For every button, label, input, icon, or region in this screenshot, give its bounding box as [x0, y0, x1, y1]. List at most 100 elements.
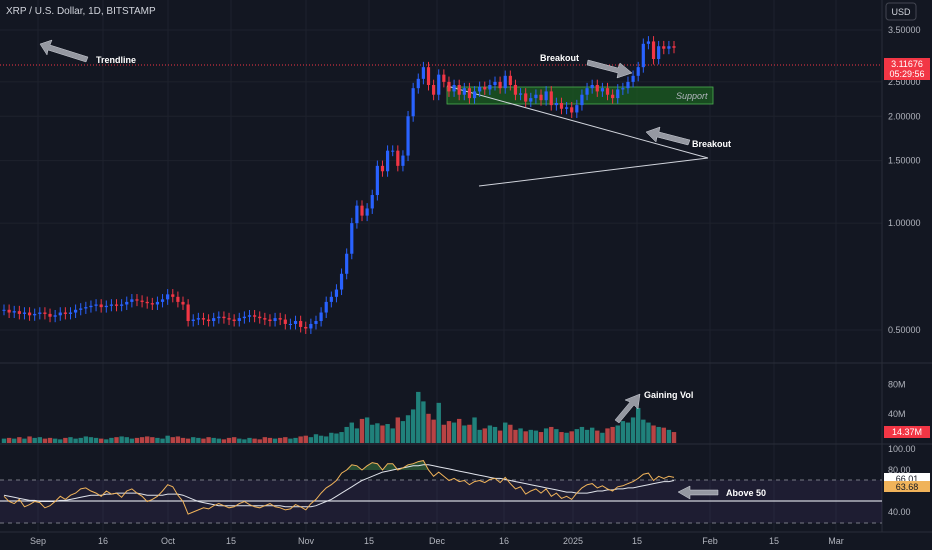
volume-bar: [88, 437, 94, 443]
volume-bar: [344, 426, 349, 443]
candle-body: [529, 98, 533, 102]
volume-bar: [257, 439, 262, 443]
candle-body: [662, 46, 666, 49]
volume-bar: [518, 428, 523, 443]
above-50-label: Above 50: [726, 488, 766, 498]
volume-bar: [109, 437, 114, 443]
candle-body: [22, 312, 27, 314]
time-tick-label: Oct: [161, 536, 176, 546]
candle-body: [621, 88, 625, 90]
volume-bar: [42, 438, 48, 443]
triangle-upper-line[interactable]: [446, 85, 709, 159]
volume-bar: [395, 417, 401, 443]
time-tick-label: 15: [364, 536, 374, 546]
candle-body: [411, 88, 415, 117]
rsi-axis-labels: 40.00 80.00 100.00: [888, 444, 916, 517]
candle-body: [145, 301, 149, 304]
volume-bar: [58, 439, 63, 443]
candle-body: [2, 309, 6, 311]
candle-body: [242, 316, 246, 319]
breakout-right-arrow[interactable]: [645, 126, 691, 146]
above-50-arrow[interactable]: [677, 485, 719, 500]
candle-body: [616, 89, 620, 99]
volume-bar: [385, 424, 390, 443]
volume-bar: [635, 407, 641, 443]
volume-bar: [237, 438, 242, 443]
volume-bar: [334, 433, 339, 443]
candle-body: [79, 308, 83, 310]
candle-body: [263, 318, 267, 320]
gaining-vol-arrow[interactable]: [614, 393, 641, 424]
volume-bar: [129, 438, 135, 443]
volume-bar: [63, 437, 68, 443]
volume-bar: [661, 427, 666, 443]
candle-body: [432, 84, 436, 95]
volume-bar: [610, 426, 615, 443]
candle-body: [217, 316, 221, 319]
breakout-top-arrow[interactable]: [586, 59, 633, 79]
trendline-arrow[interactable]: [39, 39, 89, 63]
volume-bar: [104, 439, 109, 443]
rsi-tick-label: 100.00: [888, 444, 916, 454]
candle-body: [426, 67, 431, 85]
currency-button-label: USD: [891, 7, 911, 17]
volume-bar: [267, 437, 273, 443]
candle-body: [33, 313, 37, 316]
candle-body: [585, 88, 589, 95]
volume-bar: [37, 437, 43, 443]
time-tick-label: 15: [632, 536, 642, 546]
volume-bar: [538, 432, 544, 443]
candle-body: [524, 93, 528, 102]
volume-bar: [477, 429, 482, 443]
horizontal-grid: [0, 29, 882, 331]
volume-bar: [298, 436, 303, 443]
volume-bar: [114, 437, 119, 443]
volume-bar: [651, 425, 656, 443]
volume-bar: [462, 425, 467, 443]
volume-bar: [605, 428, 610, 443]
candle-body: [253, 315, 257, 317]
candle-body: [120, 304, 124, 306]
volume-bar: [73, 438, 78, 443]
candle-body: [114, 304, 119, 306]
volume-bar: [191, 437, 196, 443]
time-tick-label: Nov: [298, 536, 315, 546]
volume-bar: [405, 415, 411, 443]
volume-bar: [6, 437, 12, 443]
triangle-lower-line[interactable]: [478, 157, 709, 187]
countdown-value: 05:29:56: [889, 69, 924, 79]
candle-body: [452, 84, 456, 92]
volume-bar: [456, 418, 462, 443]
volume-bar: [247, 437, 252, 443]
volume-bar: [666, 429, 672, 443]
volume-bar: [446, 421, 452, 443]
candle-body: [171, 294, 175, 297]
volume-bar: [47, 437, 53, 443]
support-zone[interactable]: [446, 86, 714, 105]
volume-bar: [150, 437, 155, 443]
candle-body: [518, 93, 523, 95]
candle-body: [672, 46, 676, 48]
candle-body: [478, 86, 482, 92]
volume-bar: [78, 437, 83, 443]
candle-body: [360, 205, 364, 216]
candle-body: [104, 305, 108, 308]
candle-body: [667, 46, 671, 49]
volume-bar: [93, 437, 99, 443]
volume-bar: [231, 437, 237, 443]
volume-bar: [185, 438, 191, 443]
candle-body: [155, 301, 160, 305]
candle-body: [513, 84, 518, 95]
candle-body: [375, 165, 379, 196]
candle-body: [442, 74, 446, 82]
candle-body: [232, 319, 236, 322]
volume-bar: [17, 437, 22, 443]
candle-body: [631, 75, 635, 82]
candle-body: [176, 296, 180, 302]
volume-axis-labels: 40M 80M: [888, 380, 906, 419]
candle-body: [467, 88, 472, 99]
currency-button[interactable]: USD: [885, 2, 917, 21]
volume-bar: [615, 425, 620, 443]
